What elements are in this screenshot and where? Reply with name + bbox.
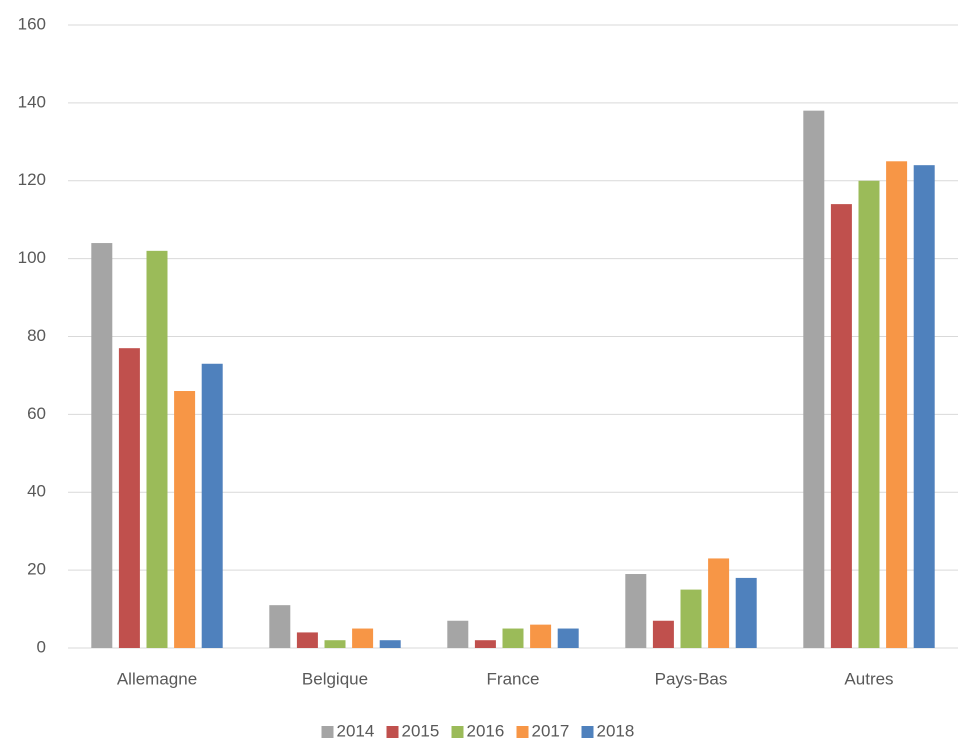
bar	[652, 620, 674, 648]
y-tick-label: 80	[27, 326, 46, 345]
y-tick-label: 140	[18, 92, 46, 111]
legend-swatch	[451, 726, 464, 738]
bar	[447, 620, 469, 648]
y-tick-label: 0	[37, 637, 46, 656]
bar	[324, 640, 346, 648]
bar	[886, 161, 908, 648]
bar	[352, 628, 374, 648]
bar	[474, 640, 496, 648]
bar	[269, 605, 291, 648]
bar	[680, 589, 702, 648]
bar	[502, 628, 524, 648]
bar	[296, 632, 318, 648]
legend-swatch	[321, 726, 334, 738]
x-tick-label: Belgique	[302, 669, 368, 688]
y-tick-label: 100	[18, 248, 46, 267]
y-tick-label: 160	[18, 14, 46, 33]
x-tick-label: France	[487, 669, 540, 688]
bar	[830, 204, 852, 649]
x-tick-label: Pays-Bas	[655, 669, 728, 688]
legend-label: 2016	[467, 721, 505, 740]
legend-label: 2018	[597, 721, 635, 740]
bar	[118, 348, 140, 648]
bar	[858, 180, 880, 648]
bar	[91, 243, 113, 649]
y-tick-label: 120	[18, 170, 46, 189]
legend-swatch	[386, 726, 399, 738]
legend-swatch	[581, 726, 594, 738]
bar	[201, 363, 223, 648]
x-tick-label: Allemagne	[117, 669, 197, 688]
legend-label: 2014	[337, 721, 375, 740]
bar	[530, 624, 552, 648]
y-tick-label: 20	[27, 560, 46, 579]
bar	[625, 574, 647, 648]
legend-label: 2015	[402, 721, 440, 740]
y-tick-label: 60	[27, 404, 46, 423]
bar	[379, 640, 401, 648]
bar	[708, 558, 730, 648]
x-tick-label: Autres	[844, 669, 893, 688]
y-tick-label: 40	[27, 482, 46, 501]
bar	[735, 577, 757, 648]
bar	[146, 250, 168, 648]
bar	[557, 628, 579, 648]
bar	[803, 110, 825, 649]
legend-swatch	[516, 726, 529, 738]
bar	[174, 391, 196, 648]
bar	[913, 165, 935, 649]
legend-label: 2017	[532, 721, 570, 740]
